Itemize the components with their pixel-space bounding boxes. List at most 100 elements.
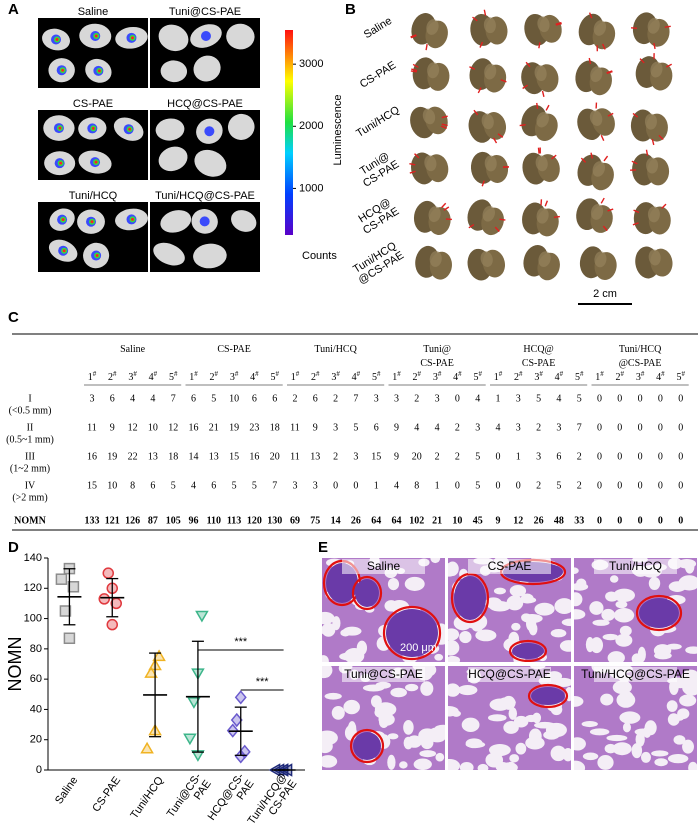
table-cell: 13 xyxy=(310,451,320,462)
table-cell: 4 xyxy=(394,480,399,491)
lobe-highlight xyxy=(535,155,548,172)
data-point xyxy=(234,690,247,705)
table-cell: 0 xyxy=(597,451,602,462)
table-cell: 7 xyxy=(272,480,277,491)
sample-mark: # xyxy=(580,370,584,378)
alveolus xyxy=(606,734,628,742)
nodule-arrow xyxy=(469,66,476,70)
label-bg xyxy=(594,667,677,682)
table-sample: 1# xyxy=(595,370,604,384)
colorbar-tick-label: 3000 xyxy=(299,58,323,70)
sample-number: 3 xyxy=(636,372,641,383)
sample-number: 1 xyxy=(494,372,499,383)
alveolus xyxy=(322,666,333,679)
lung-photo xyxy=(578,12,616,52)
alveolus xyxy=(506,595,524,611)
significance-label: *** xyxy=(256,676,270,688)
nodule-arrow xyxy=(492,137,498,144)
sample-mark: # xyxy=(621,370,625,378)
table-cell: 0 xyxy=(617,393,622,404)
table-cell: 0 xyxy=(597,422,602,433)
sample-number: 4 xyxy=(149,372,154,383)
histology-image xyxy=(448,558,571,662)
x-tick-label: Tuni@CS-PAE xyxy=(165,771,214,827)
nodule-arrow xyxy=(440,125,448,130)
table-cell: 2 xyxy=(577,480,582,491)
table-cell: 45 xyxy=(473,515,483,526)
sample-number: 1 xyxy=(88,372,93,383)
nodule-arrow xyxy=(537,147,540,154)
nodule-arrow xyxy=(441,115,448,119)
alveolus xyxy=(554,598,571,614)
lung-photo xyxy=(521,61,559,97)
alveolus xyxy=(508,707,518,720)
alveolus xyxy=(459,762,474,770)
table-sample: 4# xyxy=(352,370,361,384)
y-tick-label: 100 xyxy=(24,612,42,624)
alveolus xyxy=(673,735,686,745)
table-cell: 102 xyxy=(409,515,424,526)
table-cell: 96 xyxy=(189,515,199,526)
table-sample: 2# xyxy=(210,370,219,384)
table-cell: 12 xyxy=(128,422,138,433)
lung-photo xyxy=(575,57,613,96)
alveolus xyxy=(609,575,619,583)
data-point xyxy=(102,567,114,579)
alveolus xyxy=(322,611,335,625)
table-sample: 2# xyxy=(616,370,625,384)
signal xyxy=(94,34,98,38)
lung-photo xyxy=(413,200,452,235)
lung-photo xyxy=(523,245,560,281)
lung-photo xyxy=(410,57,450,91)
table-cell: 15 xyxy=(87,480,97,491)
ivis-label: CS-PAE xyxy=(73,98,113,110)
table-cell: 3 xyxy=(516,393,521,404)
table-cell: 5 xyxy=(171,480,176,491)
table-cell: 10 xyxy=(229,393,239,404)
table-cell: 2 xyxy=(455,451,460,462)
lobe-highlight xyxy=(644,113,657,130)
table-cell: 5 xyxy=(475,451,480,462)
sample-mark: # xyxy=(235,370,239,378)
table-cell: 1 xyxy=(496,393,501,404)
alveolus xyxy=(331,705,345,720)
table-sample: 4# xyxy=(250,370,259,384)
table-cell: 8 xyxy=(414,480,419,491)
photo-row-label: Tuni/HCQ xyxy=(354,104,402,140)
y-tick-label: 0 xyxy=(36,764,42,776)
alveolus xyxy=(677,708,690,720)
nodule-outline xyxy=(382,605,442,661)
table-group-line: Tuni/HCQ xyxy=(314,344,357,355)
lobe-highlight xyxy=(481,113,494,130)
alveolus xyxy=(448,563,458,577)
alveolus xyxy=(543,730,560,740)
table-cell: 2 xyxy=(333,451,338,462)
table-sample: 1# xyxy=(189,370,198,384)
alveolus xyxy=(631,743,643,759)
table-cell: 11 xyxy=(290,422,300,433)
nodule-arrow xyxy=(443,206,450,211)
alveolus xyxy=(513,715,529,728)
alveolus xyxy=(419,750,437,758)
nodule-arrow xyxy=(541,90,545,97)
nodule-arrow xyxy=(479,41,484,48)
label-bg xyxy=(342,559,425,574)
tumor-nodule xyxy=(353,732,381,760)
table-cell: 20 xyxy=(270,451,280,462)
signal xyxy=(90,220,94,224)
table-cell: 0 xyxy=(678,422,683,433)
photo-row-label-line: CS-PAE xyxy=(358,59,398,90)
nodule-arrow xyxy=(409,170,416,174)
sample-number: 2 xyxy=(210,372,215,383)
alveolus xyxy=(600,693,614,706)
sample-mark: # xyxy=(377,370,381,378)
lung-photo xyxy=(467,248,506,281)
alveolus xyxy=(678,575,697,591)
alveolus xyxy=(376,636,391,651)
panel-label: A xyxy=(8,1,19,18)
table-cell: 26 xyxy=(534,515,544,526)
table-cell: 0 xyxy=(638,393,643,404)
alveolus xyxy=(574,609,586,620)
nodule-arrow xyxy=(664,25,671,28)
table-cell: 16 xyxy=(87,451,97,462)
